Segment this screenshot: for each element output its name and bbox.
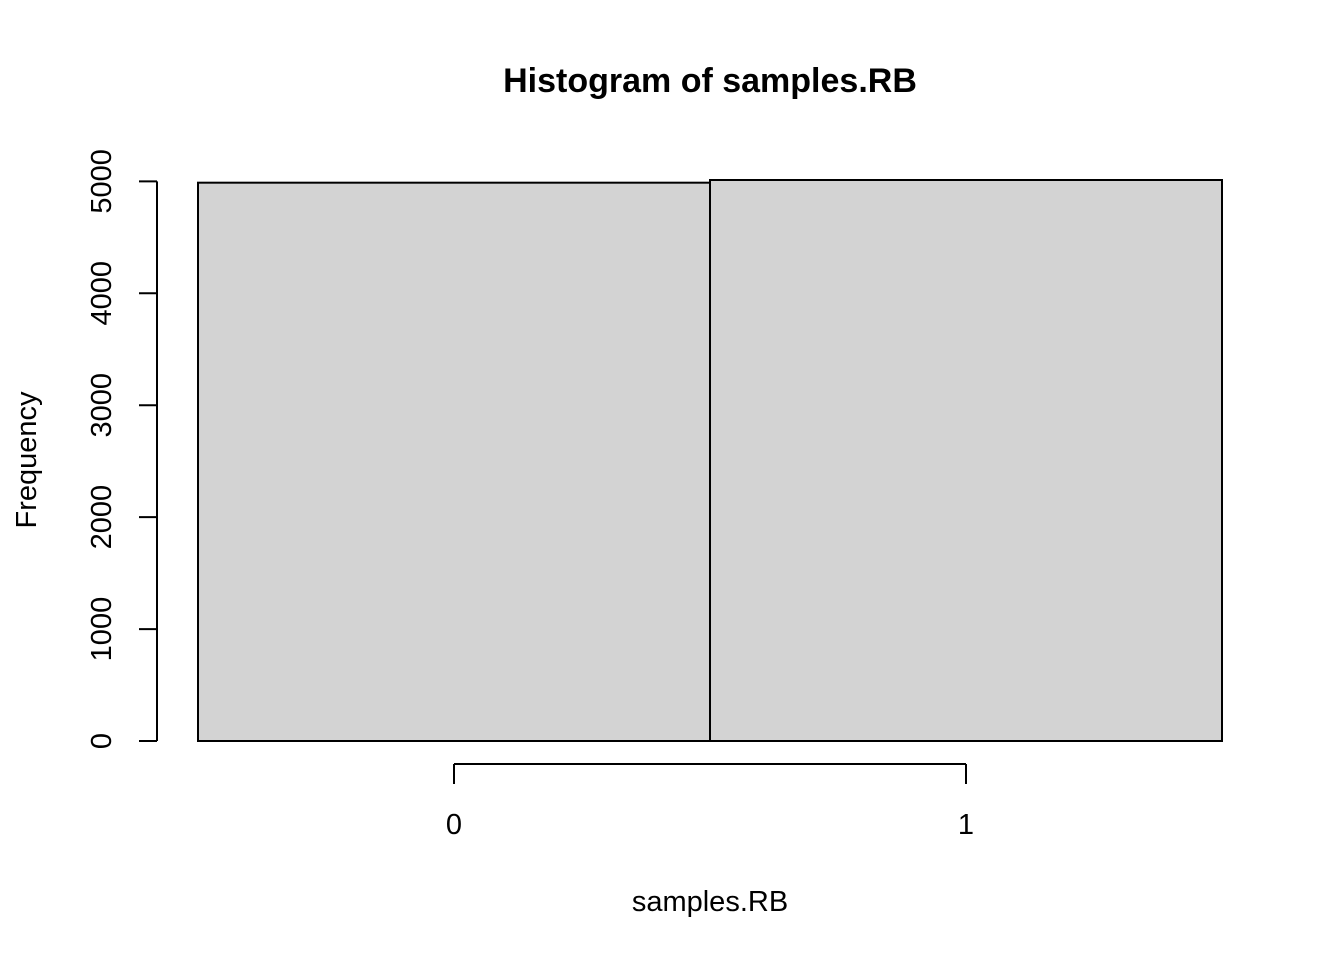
bars-group	[197, 179, 1223, 743]
y-axis: 0 1000 2000 3000 4000 5000	[86, 149, 158, 749]
x-tick-label-0: 0	[446, 809, 462, 841]
x-tick-label-1: 1	[958, 809, 974, 841]
y-tick-label-1000: 1000	[86, 597, 118, 662]
y-tick-label-4000: 4000	[86, 261, 118, 326]
histogram-bar-1	[709, 179, 1223, 742]
y-tick-label-2000: 2000	[86, 485, 118, 550]
y-tick-label-3000: 3000	[86, 373, 118, 438]
x-axis-title: samples.RB	[632, 886, 788, 918]
histogram-bar-0	[197, 181, 711, 743]
y-tick-label-0: 0	[86, 733, 118, 749]
y-tick-label-5000: 5000	[86, 149, 118, 214]
y-axis-title: Frequency	[11, 391, 43, 529]
chart-title: Histogram of samples.RB	[503, 62, 917, 100]
